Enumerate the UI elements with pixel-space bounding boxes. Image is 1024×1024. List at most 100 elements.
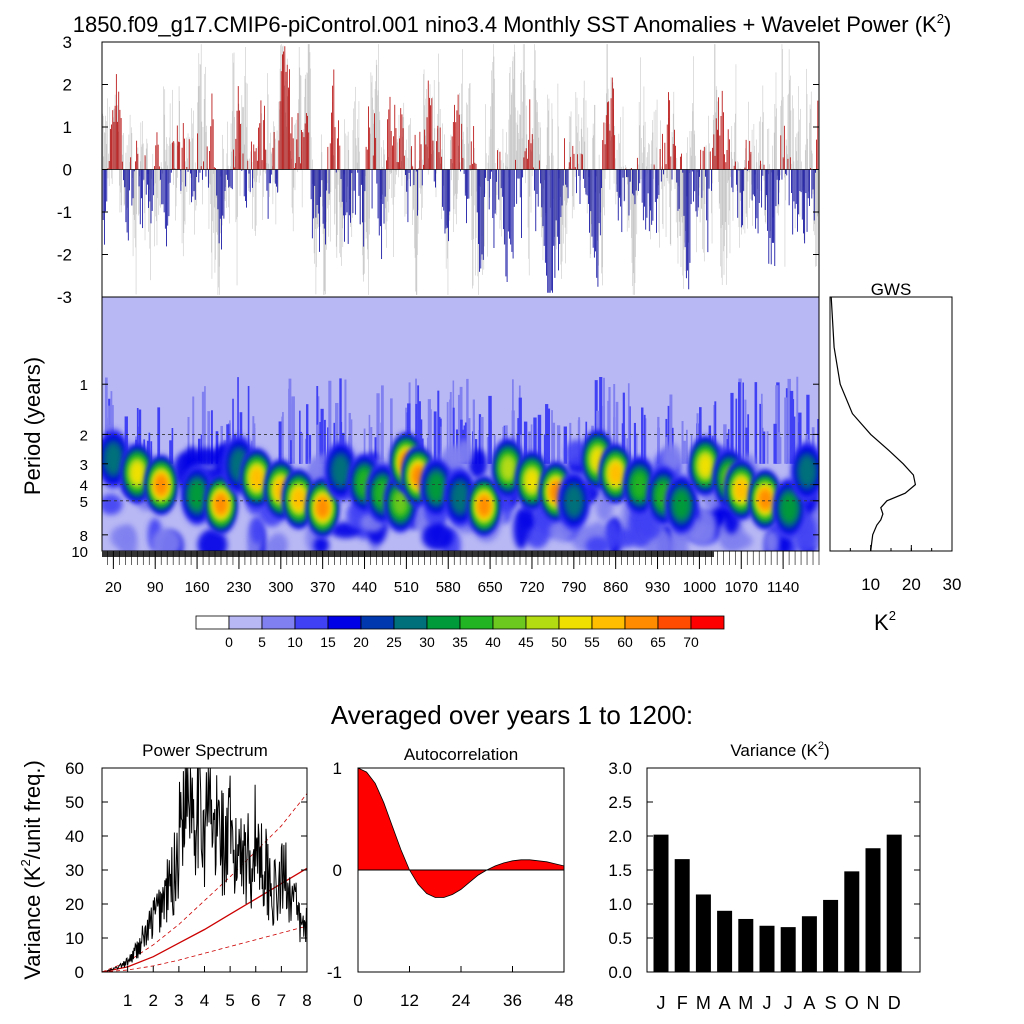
y-tick-label: 30 (65, 861, 84, 880)
colorbar-swatch (360, 615, 395, 630)
colorbar-label: 20 (353, 634, 369, 650)
y-tick-label: 0 (75, 963, 84, 982)
x-tick-label: 860 (603, 579, 628, 596)
colorbar-swatch (690, 615, 725, 630)
y-tick-label: -1 (327, 963, 342, 982)
main-title: 1850.f09_g17.CMIP6-piControl.001 nino3.4… (73, 11, 952, 37)
gws-line (830, 296, 917, 552)
x-tick-label: 930 (645, 579, 670, 596)
colorbar-swatch (492, 615, 527, 630)
colorbar-label: 30 (419, 634, 435, 650)
month-label: S (825, 993, 837, 1013)
autocorrelation-area (486, 859, 565, 871)
wavelet-blob (778, 535, 792, 551)
y-tick-label: 2.0 (608, 827, 632, 846)
variance-bar (823, 899, 839, 972)
y-tick-label: 50 (65, 793, 84, 812)
gws-x-ticks: 10 20 30 (829, 545, 962, 594)
wavelet-blob (468, 448, 488, 479)
x-tick-label: 1000 (683, 579, 716, 596)
variance-bar (717, 910, 733, 972)
y-tick-label: 1 (333, 759, 342, 778)
x-tick-label: 720 (519, 579, 544, 596)
y-tick-label: 2.5 (608, 793, 632, 812)
x-tick-label: 4 (200, 991, 209, 1010)
y-tick-label: -2 (57, 246, 72, 265)
wavelet-peak (393, 490, 408, 515)
red-noise-lower (101, 925, 308, 973)
month-label: O (845, 993, 859, 1013)
colorbar-swatch (426, 615, 461, 630)
variance-bar (653, 834, 669, 972)
colorbar-label: 5 (258, 634, 266, 650)
colorbar-label: 65 (650, 634, 666, 650)
y-tick-label: 5 (80, 494, 88, 511)
wavelet-blob (421, 523, 454, 551)
wavelet-ylabel: Period (years) (20, 357, 45, 495)
gws-title: GWS (871, 280, 912, 299)
variance-panel: Variance (K2) 0.00.51.01.52.02.53.0J F M A M… (608, 740, 921, 1013)
colorbar-label: 10 (287, 634, 303, 650)
month-label: F (677, 993, 688, 1013)
colorbar-label: 25 (386, 634, 402, 650)
colorbar-swatch (459, 615, 494, 630)
wavelet-peak (104, 443, 123, 475)
wavelet-blob (151, 528, 182, 551)
colorbar-swatch (393, 615, 428, 630)
wavelet-peak (798, 455, 816, 487)
month-label: A (719, 993, 731, 1013)
colorbar-swatch (525, 615, 560, 630)
spectrum-line (106, 767, 308, 972)
gws-panel: GWS 10 20 30 K2 (829, 280, 962, 635)
y-tick-label: 10 (65, 929, 84, 948)
gws-frame (829, 296, 953, 552)
variance-bar (674, 859, 690, 972)
month-label: J (784, 993, 793, 1013)
y-tick-label: 10 (71, 544, 88, 561)
wavelet-peak (698, 454, 712, 477)
month-label: J (657, 993, 666, 1013)
red-noise-mean (101, 867, 308, 973)
month-label: M (696, 993, 711, 1013)
wavelet-peak (316, 497, 329, 518)
wavelet-blob (585, 536, 610, 551)
wavelet-blob (197, 528, 228, 551)
colorbar-label: 70 (683, 634, 699, 650)
colorbar-label: 55 (584, 634, 600, 650)
wavelet-y-ticks: 1 2 3 45 810 (71, 377, 819, 561)
colorbar-swatch (657, 615, 692, 630)
wavelet-peak (189, 481, 206, 510)
y-tick-label: 3 (63, 33, 72, 52)
wavelet-blob (250, 516, 265, 544)
x-tick-label: 370 (310, 579, 335, 596)
autocorrelation-area (357, 767, 489, 898)
colorbar-label: 45 (518, 634, 534, 650)
y-tick-label: -1 (57, 203, 72, 222)
wavelet-blob (764, 530, 778, 551)
wavelet-peak (501, 456, 515, 480)
colorbar-swatch (624, 615, 659, 630)
wavelet-peak (451, 481, 470, 513)
variance-bars (653, 834, 902, 972)
x-tick-label: 790 (561, 579, 586, 596)
y-tick-label: 3 (80, 457, 88, 474)
colorbar-swatch (195, 615, 230, 630)
wavelet-peak (292, 488, 305, 510)
x-tick-label: 300 (268, 579, 293, 596)
variance-bar (844, 871, 860, 972)
x-tick-label: 30 (943, 575, 962, 594)
colorbar-swatch (558, 615, 593, 630)
y-tick-label: 1 (80, 377, 88, 394)
wavelet-peak (478, 496, 491, 517)
x-tick-label: 0 (353, 991, 362, 1010)
x-tick-label: 20 (902, 575, 921, 594)
colorbar-label: 40 (485, 634, 501, 650)
anomaly-y-ticks: 3 2 1 0 -1 -2 -3 (57, 33, 819, 307)
wavelet-x-ticks: 20 90 160 230 300 370 440 510 580 650 720 790 860 930… (102, 551, 820, 596)
colorbar-swatch (261, 615, 296, 630)
power-spectrum-lines (101, 767, 308, 973)
autocorrelation-panel: Autocorrelation 1 0 -1 0 12 24 36 48 (327, 745, 574, 1010)
y-tick-label: 0 (333, 861, 342, 880)
colorbar-swatch (327, 615, 362, 630)
autocorrelation-fill (357, 767, 565, 898)
